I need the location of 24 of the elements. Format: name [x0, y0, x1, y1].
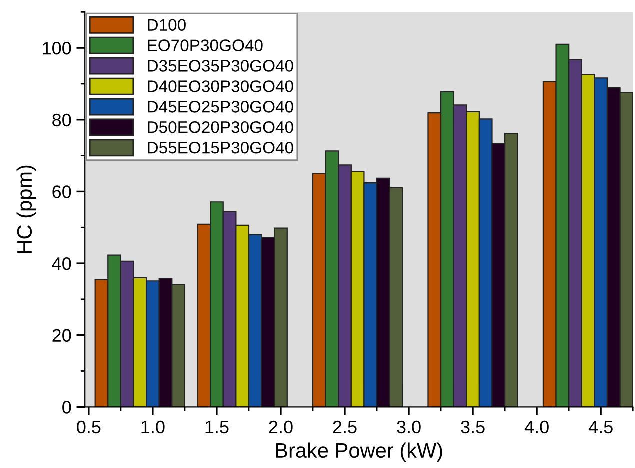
legend-label: D35EO35P30GO40: [148, 60, 294, 72]
x-tick-label: 1.5: [206, 421, 229, 434]
y-tick-label: 80: [52, 114, 72, 127]
legend-label: EO70P30GO40: [148, 40, 263, 52]
y-tick-label: 100: [43, 42, 72, 55]
x-tick-label: 2.5: [333, 420, 357, 434]
legend-label: D50EO20P30GO40: [148, 121, 294, 134]
y-tick-label: 0: [62, 401, 72, 414]
x-tick-label: 3.5: [461, 420, 485, 434]
legend-label: D45EO25P30GO40: [148, 101, 294, 113]
x-tick-label: 1.0: [142, 420, 165, 434]
x-tick-label: 2.0: [269, 420, 293, 434]
y-tick-label: 20: [52, 329, 72, 342]
y-tick-label: 60: [52, 186, 72, 198]
x-axis-title: Brake Power (kW): [276, 442, 442, 462]
legend-label: D55EO15P30GO40: [148, 142, 294, 154]
y-tick-label: 40: [52, 257, 72, 270]
x-tick-label: 3.0: [397, 420, 421, 434]
x-tick-label: 4.0: [524, 420, 549, 434]
legend-label: D40EO30P30GO40: [148, 80, 294, 92]
x-tick-label: 4.5: [588, 421, 613, 434]
legend-label: D100: [148, 19, 186, 31]
x-tick-label: 0.5: [77, 420, 101, 434]
y-axis-title: HC (ppm): [16, 166, 36, 254]
